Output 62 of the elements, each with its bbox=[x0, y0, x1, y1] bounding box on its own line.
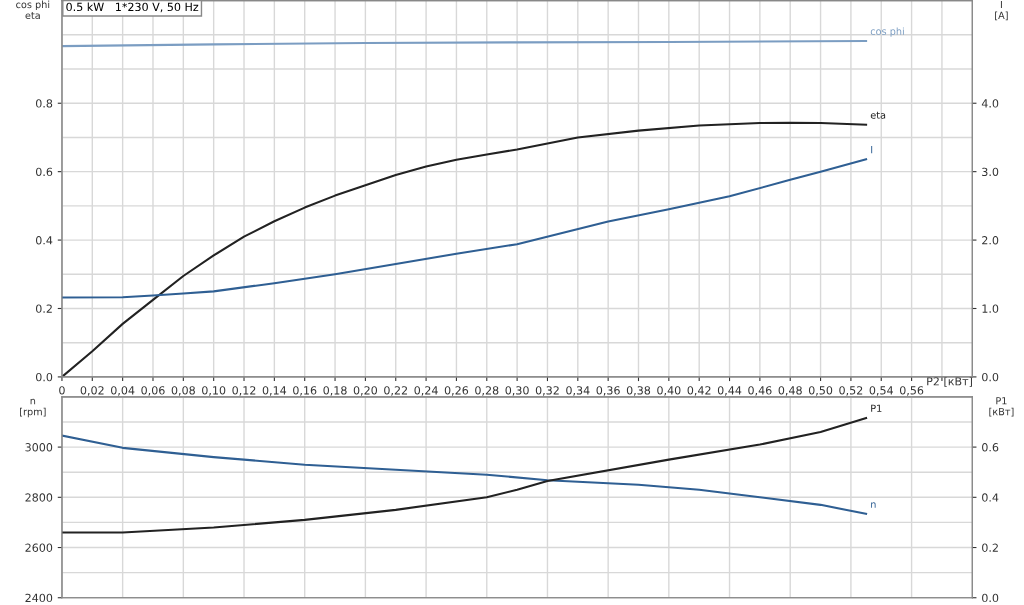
x-tick-label: 0,16 bbox=[293, 386, 317, 396]
x-tick-label: 0,08 bbox=[171, 386, 195, 396]
x-tick-label: 0,46 bbox=[748, 386, 772, 396]
x-tick-label: 0,22 bbox=[384, 386, 407, 396]
y2-tick-label: 0.4 bbox=[982, 493, 999, 502]
y-tick-label: 2800 bbox=[25, 493, 53, 502]
x-tick-label: 0,14 bbox=[262, 386, 287, 396]
x-tick-label: 0,28 bbox=[475, 386, 499, 396]
series-label: n bbox=[871, 502, 876, 508]
x-tick-label: 0,34 bbox=[566, 386, 590, 396]
x-tick-label: 0,48 bbox=[778, 386, 802, 396]
x-tick-label: 0,44 bbox=[717, 386, 742, 396]
x-tick-label: 0,38 bbox=[626, 386, 651, 396]
x-tick-label: 0,04 bbox=[111, 386, 135, 396]
x-tick-label: 0,12 bbox=[232, 386, 256, 396]
x-tick-label: 0,02 bbox=[80, 386, 104, 396]
line-series bbox=[61, 416, 868, 534]
y-tick-label: 2400 bbox=[25, 593, 53, 603]
y-tick-label: 2600 bbox=[25, 543, 53, 552]
y2-tick-label: 0.0 bbox=[982, 593, 999, 603]
x-axis-title: P2 [кВт] bbox=[927, 376, 972, 387]
chart-title: 0.5 kW 1*230 V, 50 Hz bbox=[66, 2, 199, 13]
series-label: cos phi bbox=[870, 27, 904, 37]
y2-tick-label: 0.2 bbox=[982, 543, 998, 552]
line-series bbox=[61, 434, 868, 515]
x-tick-label: 0,10 bbox=[202, 386, 226, 396]
x-tick-label: 0,52 bbox=[839, 386, 863, 396]
y-tick-label: 0.2 bbox=[35, 304, 52, 313]
x-tick-label: 0,32 bbox=[535, 386, 559, 396]
x-tick-label: 0,06 bbox=[141, 386, 165, 396]
x-tick-label: 0,24 bbox=[414, 386, 438, 396]
y2-tick-label: 0.0 bbox=[982, 372, 999, 382]
y2-tick-label: 3.0 bbox=[982, 167, 999, 177]
x-tick-label: 0,26 bbox=[444, 386, 469, 396]
y2-tick-label: 2.0 bbox=[982, 236, 999, 245]
y-tick-label: 0.4 bbox=[35, 236, 53, 245]
x-tick-label: 0,20 bbox=[353, 386, 378, 396]
x-tick-label: 0,30 bbox=[505, 386, 529, 396]
x-tick-label: 0,40 bbox=[657, 386, 681, 396]
x-tick-label: 0,42 bbox=[687, 386, 711, 396]
y-tick-label: 0.6 bbox=[35, 167, 53, 177]
x-tick-label: 0,18 bbox=[323, 386, 347, 396]
y-axis-title: cos phi eta bbox=[16, 0, 50, 20]
y2-tick-label: 1.0 bbox=[982, 304, 999, 313]
y2-tick-label: 4.0 bbox=[981, 99, 999, 108]
line-series bbox=[61, 121, 868, 377]
x-tick-label: 0,56 bbox=[899, 386, 924, 396]
series-label: eta bbox=[870, 111, 886, 119]
x-tick-label: 0,50 bbox=[808, 386, 833, 396]
y2-tick-label: 0.6 bbox=[982, 443, 999, 452]
y-tick-label: 0.0 bbox=[35, 372, 53, 382]
y-axis-title: n [rpm] bbox=[20, 398, 46, 418]
x-tick-label: 0,54 bbox=[869, 386, 893, 396]
x-tick-label: 0 bbox=[59, 386, 65, 395]
y2-axis-title: P1 [кВт] bbox=[989, 397, 1014, 417]
y-tick-label: 0.8 bbox=[35, 99, 53, 108]
y-tick-label: 3000 bbox=[25, 443, 53, 452]
y2-axis-title: I [A] bbox=[995, 0, 1008, 21]
line-series bbox=[61, 158, 868, 299]
series-label: I bbox=[871, 146, 873, 154]
x-tick-label: 0,36 bbox=[596, 386, 620, 396]
series-label: P1 bbox=[871, 404, 882, 412]
